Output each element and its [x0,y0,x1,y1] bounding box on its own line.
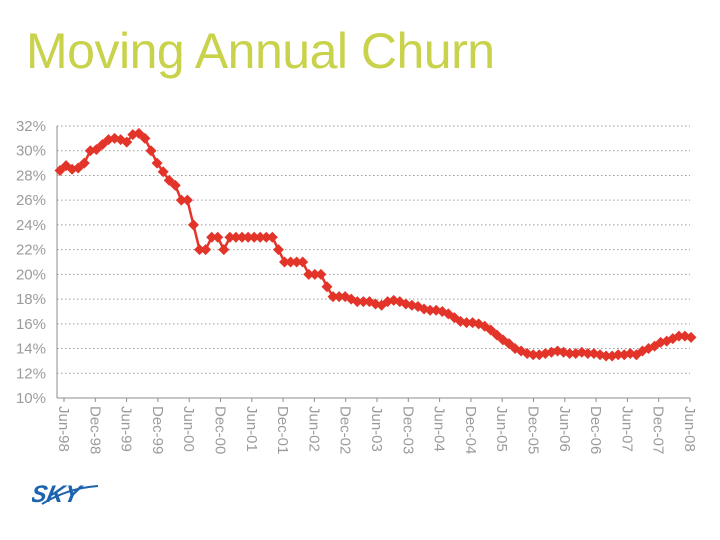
data-point [461,317,473,329]
data-point [169,179,181,191]
x-tick-label: Dec-07 [650,406,667,454]
data-point [230,231,242,243]
y-tick-label: 16% [16,316,46,333]
data-point [212,231,224,243]
data-point [175,194,187,206]
y-tick-label: 20% [16,266,46,283]
data-point [200,244,212,256]
data-point [333,291,345,303]
data-point [254,231,266,243]
x-tick-label: Dec-03 [399,406,416,454]
sky-logo: SKY [32,481,99,508]
y-axis-ticks: 10% 12% 14% 16% 18% 20% 22% 24% 26% 28% 30% 32% [16,118,46,407]
data-point [206,231,218,243]
data-point [424,304,436,316]
churn-series-line [59,132,692,358]
sky-logo-swoosh [41,485,99,505]
x-tick-label: Jun-04 [431,406,448,452]
data-point [266,231,278,243]
data-point [96,139,108,151]
data-point [351,296,363,308]
x-axis-ticks: Jun-98 Dec-98 Jun-99 Dec-99 Jun-00 Dec-00 Jun-… [55,406,698,454]
series-markers [54,127,697,362]
data-point [242,231,254,243]
x-tick-label: Dec-05 [525,406,542,454]
y-tick-label: 10% [16,390,46,407]
y-tick-label: 14% [16,341,46,358]
data-point [327,291,339,303]
data-point [121,136,133,148]
x-tick-label: Dec-02 [337,406,354,454]
y-tick-label: 26% [16,192,46,209]
data-point [90,143,102,155]
data-point [133,127,145,139]
data-point [291,256,303,268]
data-point [54,165,66,177]
data-point [248,231,260,243]
x-tick-label: Jun-99 [118,406,135,452]
data-point [309,268,321,280]
y-tick-label: 32% [16,118,46,135]
x-tick-label: Jun-08 [681,406,698,452]
data-point [236,231,248,243]
y-tick-label: 30% [16,143,46,160]
x-tick-label: Jun-07 [618,406,635,452]
data-point [218,244,230,256]
data-point [78,157,90,169]
data-point [163,174,175,186]
y-tick-label: 22% [16,242,46,259]
data-point [491,329,503,341]
x-tick-label: Dec-04 [462,406,479,454]
data-point [139,132,151,144]
data-point [600,350,612,362]
data-point [673,330,685,342]
x-tick-label: Dec-01 [274,406,291,454]
x-tick-label: Jun-03 [368,406,385,452]
x-tick-label: Jun-00 [180,406,197,452]
x-tick-label: Jun-98 [55,406,72,452]
data-point [272,244,284,256]
y-tick-label: 18% [16,291,46,308]
data-point [145,145,157,157]
y-tick-label: 24% [16,217,46,234]
data-point [357,296,369,308]
data-point [181,194,193,206]
data-point [297,256,309,268]
x-tick-label: Dec-98 [86,406,103,454]
series-line [59,132,692,358]
data-point [527,349,539,361]
data-point [151,157,163,169]
data-point [582,347,594,359]
x-tick-label: Dec-99 [149,406,166,454]
data-point [72,162,84,174]
axes [56,126,691,402]
data-point [187,219,199,231]
data-point [303,268,315,280]
data-point [315,268,327,280]
data-point [485,324,497,336]
data-point [157,166,169,178]
x-tick-label: Jun-02 [305,406,322,452]
slide-title: Moving Annual Churn [26,23,495,79]
data-point [564,347,576,359]
data-point [285,256,297,268]
data-point [260,231,272,243]
x-tick-label: Dec-06 [587,406,604,454]
data-point [685,331,697,343]
x-tick-label: Dec-00 [212,406,229,454]
y-tick-label: 28% [16,167,46,184]
data-point [503,338,515,350]
data-point [278,256,290,268]
data-point [321,281,333,293]
x-tick-label: Jun-06 [556,406,573,452]
data-point [612,349,624,361]
x-tick-label: Jun-05 [493,406,510,452]
y-tick-label: 12% [16,365,46,382]
data-point [224,231,236,243]
data-point [194,244,206,256]
x-tick-label: Jun-01 [243,406,260,452]
